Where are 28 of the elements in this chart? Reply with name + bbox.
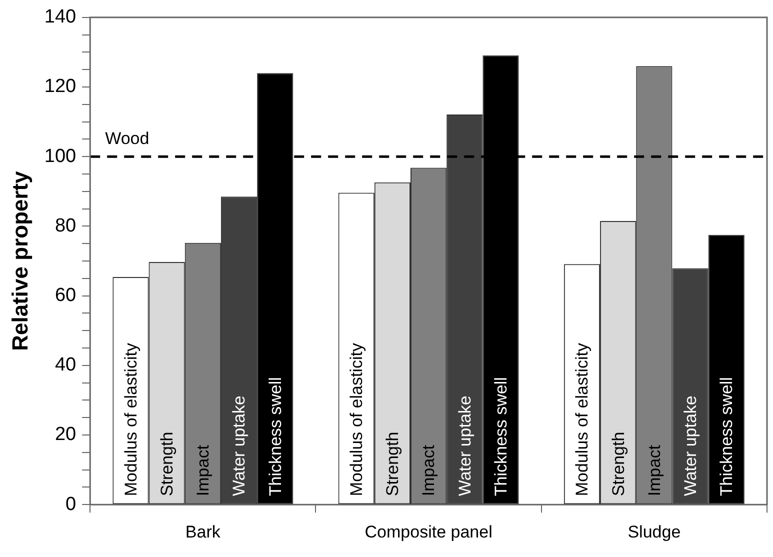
y-tick-label: 100 [44,146,76,167]
series-label: Modulus of elasticity [121,342,140,496]
y-tick-label: 40 [54,354,76,376]
series-label: Water uptake [230,396,249,496]
text: Water uptake [455,396,474,496]
text: Modulus of elasticity [347,343,366,496]
text: Strength [383,432,402,496]
x-tick-label: Composite panel [364,522,492,542]
y-axis-title: Relative property [7,170,32,351]
y-tick-label: 120 [44,76,76,98]
y-tick-label: 60 [54,285,76,306]
series-label: Impact [194,444,213,496]
ref-line-label: Wood [105,128,150,148]
text: Thickness swell [717,377,736,496]
y-tick-label: 20 [54,424,76,446]
text: Water uptake [680,396,700,496]
x-tick-label: Bark [185,522,221,542]
text: Thickness swell [491,377,510,496]
x-tick-label: Sludge [628,522,681,542]
y-tick-label: 0 [66,494,76,515]
y-tick-label: 80 [54,215,76,236]
y-tick-label: 140 [44,6,76,28]
series-label: Thickness swell [266,377,285,496]
text: Modulus of elasticity [572,343,592,496]
series-label: Strength [158,432,177,496]
text: Impact [644,445,664,496]
text: Impact [419,445,438,496]
text: Strength [608,432,628,496]
